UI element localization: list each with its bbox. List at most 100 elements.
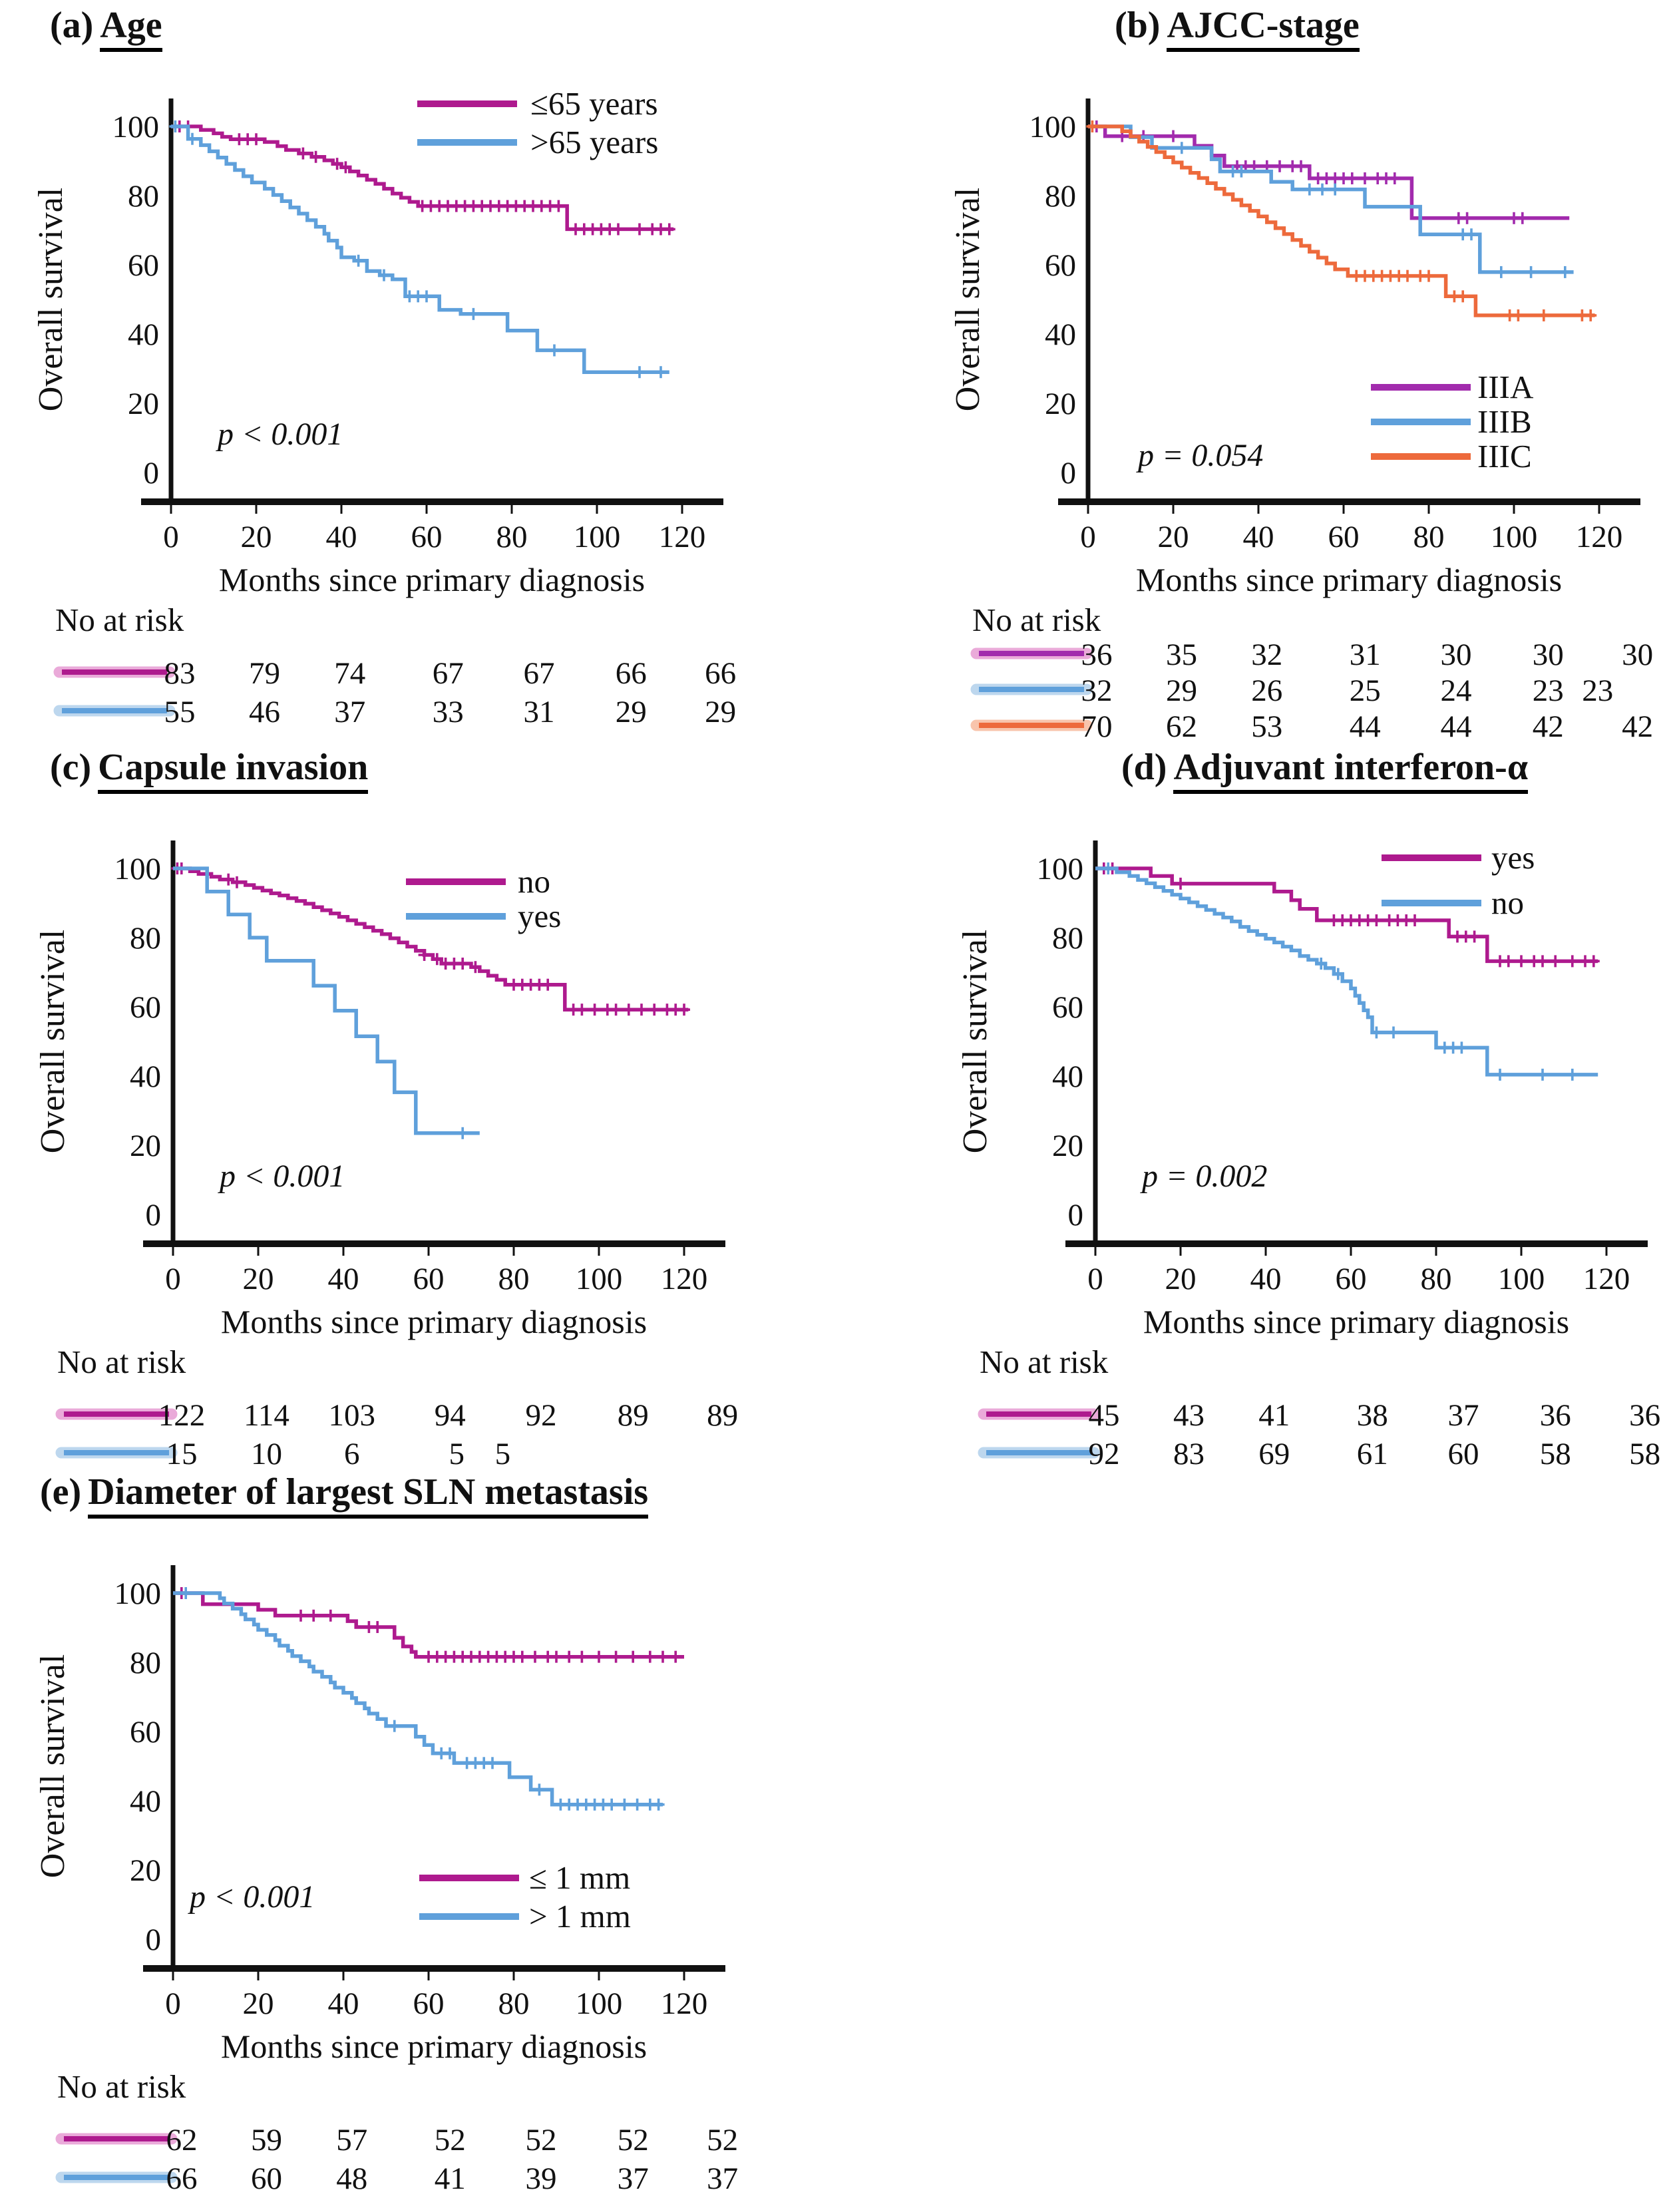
x-axis-title: Months since primary diagnosis	[1136, 561, 1562, 598]
x-tick-label: 20	[1158, 520, 1189, 554]
panel-d: (d) Adjuvant interferon-α 0 20 40 60 80 100 120 0…	[942, 747, 1677, 1505]
y-tick-label: 60	[1045, 248, 1076, 283]
x-tick-label: 0	[165, 1986, 181, 2021]
risk-count-b-2-1: 62	[1166, 709, 1197, 744]
y-tick-label: 20	[1052, 1129, 1083, 1163]
risk-count-e-1-1: 60	[251, 2161, 282, 2196]
km-chart-c: 0 20 40 60 80 100 120 0 20 40 60 80 100 Overall survi…	[34, 840, 738, 1471]
risk-count-e-1-2: 48	[336, 2161, 367, 2196]
y-tick-label: 20	[128, 387, 159, 421]
legend-label-c-1: yes	[518, 898, 561, 934]
x-tick-label: 60	[1336, 1262, 1367, 1296]
risk-count-d-1-4: 60	[1447, 1437, 1479, 1471]
y-tick-label: 0	[146, 1923, 162, 1957]
risk-count-e-0-1: 59	[251, 2123, 282, 2157]
panel-letter: (b)	[1115, 5, 1161, 46]
series-curve-b-1	[1088, 124, 1574, 274]
series-curve-e-0	[173, 1590, 684, 1659]
x-tick-label: 0	[163, 520, 179, 554]
x-tick-label: 80	[498, 1262, 530, 1296]
risk-count-e-0-2: 57	[336, 2123, 367, 2157]
panel-b: (b) AJCC-stage 0 20 40 60 80 100 120 0 20 40 60 80 100…	[935, 5, 1677, 763]
risk-table-title: No at risk	[972, 602, 1101, 638]
risk-count-c-0-4: 92	[525, 1398, 556, 1433]
y-tick-label: 0	[1061, 456, 1077, 490]
km-chart-b: 0 20 40 60 80 100 120 0 20 40 60 80 100 Overall survi…	[949, 98, 1653, 744]
series-curve-d-1	[1095, 866, 1598, 1077]
x-tick-label: 20	[243, 1262, 274, 1296]
risk-count-d-1-5: 58	[1540, 1437, 1571, 1471]
y-tick-label: 20	[130, 1129, 161, 1163]
risk-count-d-0-0: 45	[1089, 1398, 1120, 1433]
y-tick-label: 60	[1052, 990, 1083, 1025]
y-axis-title: Overall survival	[956, 929, 994, 1153]
panel-title-text: Capsule invasion	[98, 747, 369, 794]
x-tick-label: 120	[661, 1262, 708, 1296]
panel-title-text: Diameter of largest SLN metastasis	[88, 1471, 649, 1519]
legend-label-d-0: yes	[1491, 839, 1535, 876]
y-tick-label: 40	[130, 1784, 161, 1819]
x-tick-label: 20	[241, 520, 272, 554]
p-value-label: p = 0.054	[1136, 438, 1263, 473]
x-tick-label: 20	[243, 1986, 274, 2021]
series-curve-a-1	[171, 124, 669, 374]
risk-count-e-1-4: 39	[525, 2161, 556, 2196]
legend-label-c-0: no	[518, 863, 550, 900]
y-tick-label: 100	[114, 1576, 162, 1611]
x-axis-title: Months since primary diagnosis	[221, 1303, 647, 1340]
p-value-label: p < 0.001	[188, 1879, 315, 1915]
x-tick-label: 60	[1328, 520, 1360, 554]
risk-count-c-0-6: 89	[707, 1398, 738, 1433]
risk-count-a-1-4: 31	[523, 695, 554, 729]
risk-count-d-0-3: 38	[1357, 1398, 1388, 1433]
panel-title-b: (b) AJCC-stage	[1115, 5, 1677, 52]
x-tick-label: 0	[1080, 520, 1096, 554]
risk-count-a-1-3: 33	[433, 695, 464, 729]
risk-count-b-1-4: 24	[1440, 673, 1471, 708]
risk-count-b-0-6: 30	[1622, 638, 1653, 672]
risk-table-title: No at risk	[980, 1344, 1109, 1380]
p-value-label: p = 0.002	[1140, 1159, 1267, 1194]
x-tick-label: 80	[496, 520, 528, 554]
risk-count-c-1-2: 6	[344, 1437, 360, 1471]
series-curve-b-2	[1088, 124, 1595, 317]
risk-count-c-1-3: 5	[449, 1437, 465, 1471]
x-axis-title: Months since primary diagnosis	[221, 2028, 647, 2065]
risk-count-a-0-1: 79	[249, 656, 280, 691]
x-tick-label: 80	[498, 1986, 530, 2021]
y-tick-label: 80	[128, 179, 159, 214]
risk-count-d-0-4: 37	[1447, 1398, 1479, 1433]
x-tick-label: 0	[1087, 1262, 1103, 1296]
risk-count-e-0-4: 52	[525, 2123, 556, 2157]
risk-count-d-1-3: 61	[1357, 1437, 1388, 1471]
risk-count-d-0-2: 41	[1258, 1398, 1290, 1433]
y-tick-label: 80	[1045, 179, 1076, 214]
risk-count-b-1-5: 23	[1533, 673, 1564, 708]
risk-count-d-1-6: 58	[1629, 1437, 1660, 1471]
y-tick-label: 100	[112, 110, 160, 144]
y-tick-label: 60	[130, 990, 161, 1025]
risk-count-a-0-5: 66	[616, 656, 647, 691]
panel-c: (c) Capsule invasion 0 20 40 60 80 100 120 0 20 40 6…	[20, 747, 829, 1505]
panel-title-d: (d) Adjuvant interferon-α	[1121, 747, 1677, 794]
km-chart-d: 0 20 40 60 80 100 120 0 20 40 60 80 100 Overall survi…	[956, 839, 1660, 1471]
y-tick-label: 40	[1045, 317, 1076, 352]
risk-count-a-1-5: 29	[616, 695, 647, 729]
y-tick-label: 0	[1068, 1198, 1084, 1232]
x-tick-label: 80	[1421, 1262, 1452, 1296]
risk-count-b-0-2: 32	[1251, 638, 1282, 672]
y-axis-title: Overall survival	[32, 187, 70, 411]
x-tick-label: 120	[1576, 520, 1623, 554]
risk-count-c-0-2: 103	[329, 1398, 376, 1433]
risk-count-c-0-5: 89	[618, 1398, 649, 1433]
risk-count-c-1-4: 5	[495, 1437, 511, 1471]
y-tick-label: 100	[1029, 110, 1077, 144]
x-tick-label: 120	[661, 1986, 708, 2021]
panel-letter: (a)	[50, 5, 94, 46]
p-value-label: p < 0.001	[216, 417, 343, 452]
risk-count-a-0-6: 66	[705, 656, 736, 691]
risk-count-a-1-0: 55	[164, 695, 196, 729]
risk-count-c-0-3: 94	[435, 1398, 466, 1433]
panel-title-a: (a) Age	[50, 5, 827, 52]
y-tick-label: 0	[146, 1198, 162, 1232]
